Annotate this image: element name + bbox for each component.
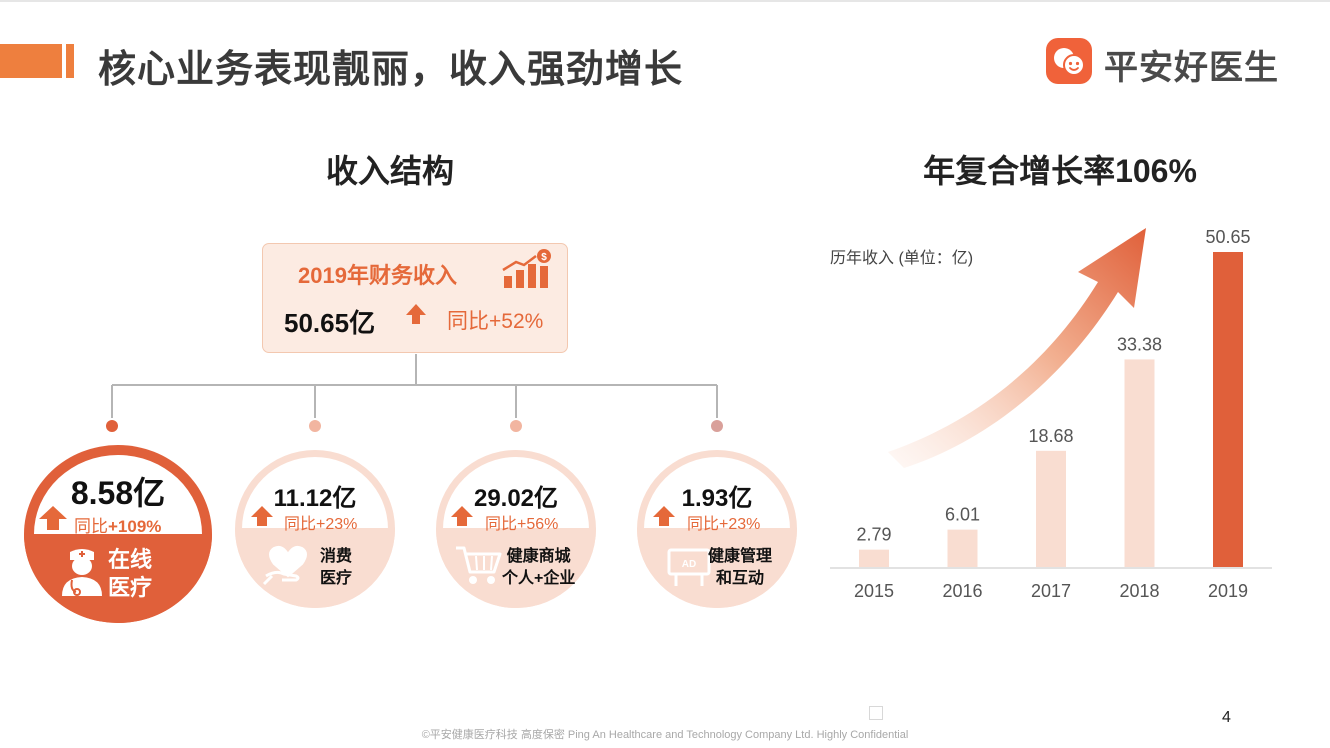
segment-name-line1: 健康管理	[708, 548, 773, 565]
segment-value-health-mall: 29.02亿	[473, 485, 559, 512]
segment-name-line1: 健康商城	[506, 548, 571, 565]
ad-board-icon: AD	[666, 546, 712, 593]
growth-value: +109%	[108, 517, 162, 536]
brand-name: 平安好医生	[1104, 49, 1279, 87]
segment-name-line2: 医疗	[108, 575, 153, 600]
segment-growth-health-mall: 同比+56%	[485, 510, 558, 534]
segment-name-health-management: 健康管理 和互动	[708, 546, 772, 590]
growth-value: +56%	[517, 516, 559, 533]
segment-dot-health-mall	[510, 420, 522, 432]
summary-value: 50.65亿	[284, 308, 376, 338]
up-arrow-icon	[38, 505, 68, 536]
segment-value-online-medical: 8.58亿	[70, 475, 166, 511]
category-label-2017: 2017	[1031, 581, 1071, 601]
heart-hand-icon	[262, 540, 314, 591]
segment-dot-consumer-medical	[309, 420, 321, 432]
value-label-2019: 50.65	[1205, 227, 1250, 247]
up-arrow-icon	[652, 505, 676, 532]
segment-name-line2: 和互动	[716, 570, 765, 587]
page-number: 4	[1222, 709, 1231, 726]
page-title: 核心业务表现靓丽，收入强劲增长	[98, 49, 684, 91]
segment-name-line1: 在线	[108, 547, 153, 572]
up-arrow-icon	[250, 505, 274, 532]
doctor-icon	[58, 546, 106, 603]
svg-text:AD: AD	[682, 559, 696, 570]
bar-2016	[947, 529, 978, 567]
segment-growth-consumer-medical: 同比+23%	[284, 510, 357, 534]
segment-name-health-mall: 健康商城 个人+企业	[502, 546, 575, 590]
shopping-cart-icon	[454, 544, 502, 591]
segment-name-consumer-medical: 消费 医疗	[320, 546, 352, 590]
segment-name-online-medical: 在线 医疗	[108, 546, 152, 602]
segment-growth-online-medical: 同比+109%	[74, 512, 161, 537]
growth-value: +23%	[719, 516, 761, 533]
rising-bars-coin-icon: $	[500, 248, 554, 295]
growth-prefix: 同比	[687, 516, 720, 533]
summary-growth: 同比+52%	[447, 310, 544, 333]
growth-trend-arrow	[888, 228, 1146, 468]
segment-name-line2: 医疗	[320, 570, 353, 587]
growth-value: +23%	[316, 516, 358, 533]
segment-dot-online-medical	[106, 420, 118, 432]
category-label-2016: 2016	[942, 581, 982, 601]
summary-label: 2019年财务收入	[298, 263, 457, 288]
footer-mark	[869, 706, 883, 720]
category-label-2018: 2018	[1119, 581, 1159, 601]
title-accent-bar	[0, 44, 62, 78]
top-border	[0, 0, 1330, 2]
up-arrow-icon	[405, 302, 427, 331]
category-label-2015: 2015	[854, 581, 894, 601]
up-arrow-icon	[450, 505, 474, 532]
confidentiality-footer: ©平安健康医疗科技 高度保密 Ping An Healthcare and Te…	[421, 729, 909, 741]
value-label-2017: 18.68	[1028, 426, 1073, 446]
segment-name-line1: 消费	[320, 548, 353, 565]
cagr-title: 年复合增长率106%	[923, 153, 1197, 189]
category-label-2019: 2019	[1208, 581, 1248, 601]
chart-unit-label: 历年收入 (单位：亿)	[830, 250, 974, 267]
value-label-2015: 2.79	[856, 525, 891, 545]
bar-2015	[859, 549, 889, 567]
bar-2018	[1124, 359, 1155, 567]
growth-prefix: 同比	[485, 516, 518, 533]
revenue-structure-title: 收入结构	[325, 153, 454, 189]
segment-growth-health-management: 同比+23%	[687, 510, 760, 534]
growth-prefix: 同比	[74, 517, 108, 536]
bar-2017	[1036, 450, 1066, 567]
value-label-2018: 33.38	[1117, 334, 1162, 354]
segment-value-consumer-medical: 11.12亿	[273, 485, 357, 512]
title-accent-bar-small	[66, 44, 74, 78]
value-label-2016: 6.01	[945, 505, 980, 525]
segment-value-health-management: 1.93亿	[681, 485, 753, 512]
svg-text:$: $	[541, 252, 547, 263]
bar-2019	[1213, 252, 1243, 567]
segment-name-line2: 个人+企业	[502, 570, 576, 587]
segment-dot-health-management	[711, 420, 723, 432]
bars-group: 2.79 2015 6.01 2016 18.68 2017 33.38 2018 50.65 2…	[854, 227, 1251, 601]
growth-prefix: 同比	[284, 516, 317, 533]
ping-an-good-doctor-logo-icon	[1046, 38, 1092, 84]
